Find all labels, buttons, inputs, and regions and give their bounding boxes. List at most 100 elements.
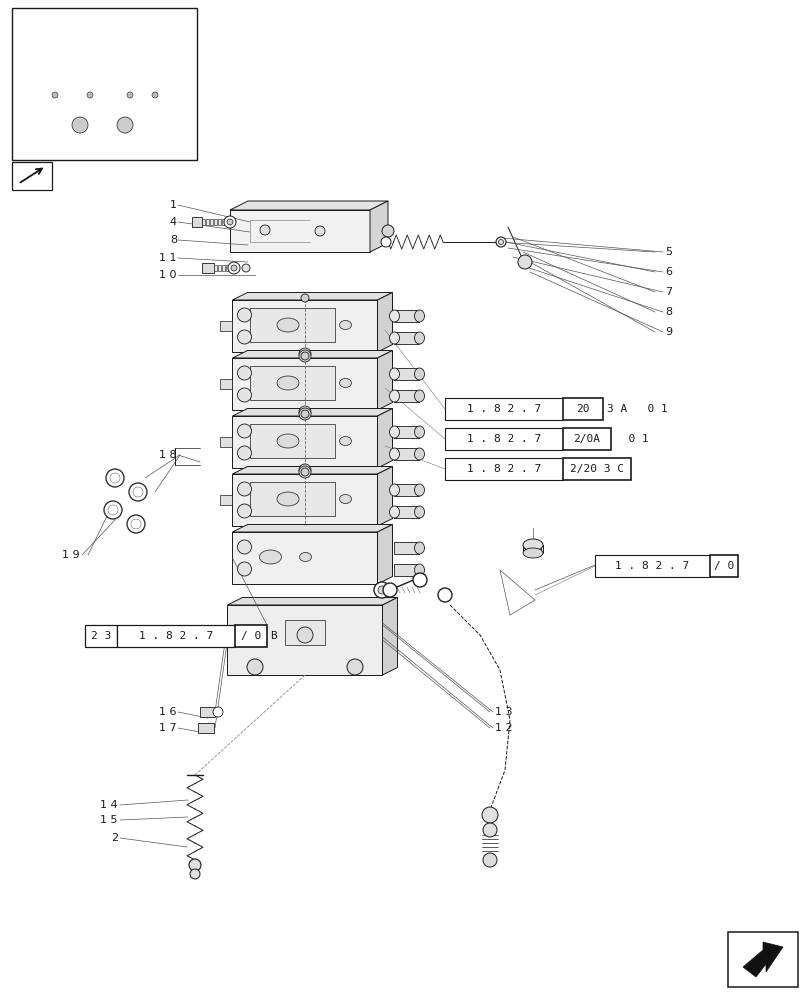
Ellipse shape — [414, 332, 424, 344]
Circle shape — [301, 294, 309, 302]
Circle shape — [127, 92, 133, 98]
Bar — [217, 219, 221, 225]
Ellipse shape — [389, 332, 399, 344]
Text: 1 4: 1 4 — [101, 800, 118, 810]
Circle shape — [298, 464, 311, 476]
Bar — [221, 219, 225, 225]
Polygon shape — [377, 408, 392, 468]
Text: 1 0: 1 0 — [159, 270, 177, 280]
Text: 1 7: 1 7 — [159, 723, 177, 733]
Bar — [191, 217, 202, 227]
Text: 2/0A: 2/0A — [573, 434, 600, 444]
Polygon shape — [232, 358, 377, 410]
Polygon shape — [377, 292, 392, 352]
Ellipse shape — [389, 390, 399, 402]
Bar — [394, 506, 419, 518]
Circle shape — [297, 627, 312, 643]
Text: 1 . 8 2 . 7: 1 . 8 2 . 7 — [139, 631, 212, 641]
Circle shape — [237, 366, 251, 380]
Bar — [709, 555, 737, 577]
Bar — [394, 332, 419, 344]
Bar — [394, 426, 419, 438]
Bar — [562, 398, 603, 420]
Circle shape — [237, 562, 251, 576]
Circle shape — [247, 659, 263, 675]
Polygon shape — [100, 68, 109, 95]
Ellipse shape — [414, 506, 424, 518]
Circle shape — [301, 468, 309, 476]
Circle shape — [106, 469, 124, 487]
Bar — [394, 390, 419, 402]
Polygon shape — [250, 366, 335, 400]
Polygon shape — [232, 466, 392, 474]
Bar — [394, 564, 419, 576]
Polygon shape — [250, 424, 335, 458]
Polygon shape — [232, 524, 392, 532]
Circle shape — [108, 505, 118, 515]
Bar — [225, 265, 229, 271]
Text: 4: 4 — [169, 217, 177, 227]
Circle shape — [381, 225, 393, 237]
Text: 0 1: 0 1 — [614, 434, 648, 444]
Polygon shape — [227, 597, 397, 605]
Ellipse shape — [414, 484, 424, 496]
Bar — [214, 219, 217, 225]
Text: 5: 5 — [664, 247, 672, 257]
Circle shape — [378, 586, 385, 594]
Text: 8: 8 — [169, 235, 177, 245]
Ellipse shape — [389, 484, 399, 496]
Polygon shape — [232, 292, 392, 300]
Bar — [221, 321, 232, 331]
Ellipse shape — [414, 310, 424, 322]
Ellipse shape — [277, 376, 298, 390]
Circle shape — [298, 408, 311, 420]
Text: 3 A   0 1: 3 A 0 1 — [607, 404, 667, 414]
Text: 1 3: 1 3 — [495, 707, 512, 717]
Bar — [221, 265, 225, 271]
Circle shape — [242, 264, 250, 272]
Text: 1: 1 — [169, 200, 177, 210]
Circle shape — [129, 483, 147, 501]
Circle shape — [224, 216, 236, 228]
Bar — [202, 263, 214, 273]
Polygon shape — [377, 466, 392, 526]
Polygon shape — [742, 942, 782, 977]
Ellipse shape — [414, 542, 424, 554]
Polygon shape — [230, 201, 388, 210]
Text: 1 9: 1 9 — [62, 550, 80, 560]
Text: 2: 2 — [111, 833, 118, 843]
Circle shape — [109, 473, 120, 483]
Circle shape — [237, 424, 251, 438]
Polygon shape — [250, 308, 335, 342]
Ellipse shape — [339, 320, 351, 330]
Ellipse shape — [522, 548, 543, 558]
Bar — [198, 723, 214, 733]
Circle shape — [237, 540, 251, 554]
Bar — [444, 398, 562, 420]
Polygon shape — [250, 482, 335, 516]
Polygon shape — [45, 65, 175, 75]
Circle shape — [483, 853, 496, 867]
Circle shape — [227, 219, 233, 225]
Ellipse shape — [414, 426, 424, 438]
Bar — [394, 310, 419, 322]
Ellipse shape — [389, 368, 399, 380]
Bar — [12, 8, 197, 160]
Polygon shape — [377, 524, 392, 584]
Bar — [221, 437, 232, 447]
Text: / 0: / 0 — [713, 561, 733, 571]
Circle shape — [52, 92, 58, 98]
Bar — [85, 625, 117, 647]
Ellipse shape — [277, 434, 298, 448]
Circle shape — [437, 588, 452, 602]
Ellipse shape — [339, 494, 351, 504]
Circle shape — [374, 582, 389, 598]
Circle shape — [131, 519, 141, 529]
Bar — [117, 625, 234, 647]
Bar — [285, 620, 324, 645]
Text: / 0: / 0 — [241, 631, 261, 641]
Circle shape — [237, 388, 251, 402]
Polygon shape — [75, 75, 100, 95]
Circle shape — [301, 352, 309, 360]
Text: 1 . 8 2 . 7: 1 . 8 2 . 7 — [466, 404, 540, 414]
